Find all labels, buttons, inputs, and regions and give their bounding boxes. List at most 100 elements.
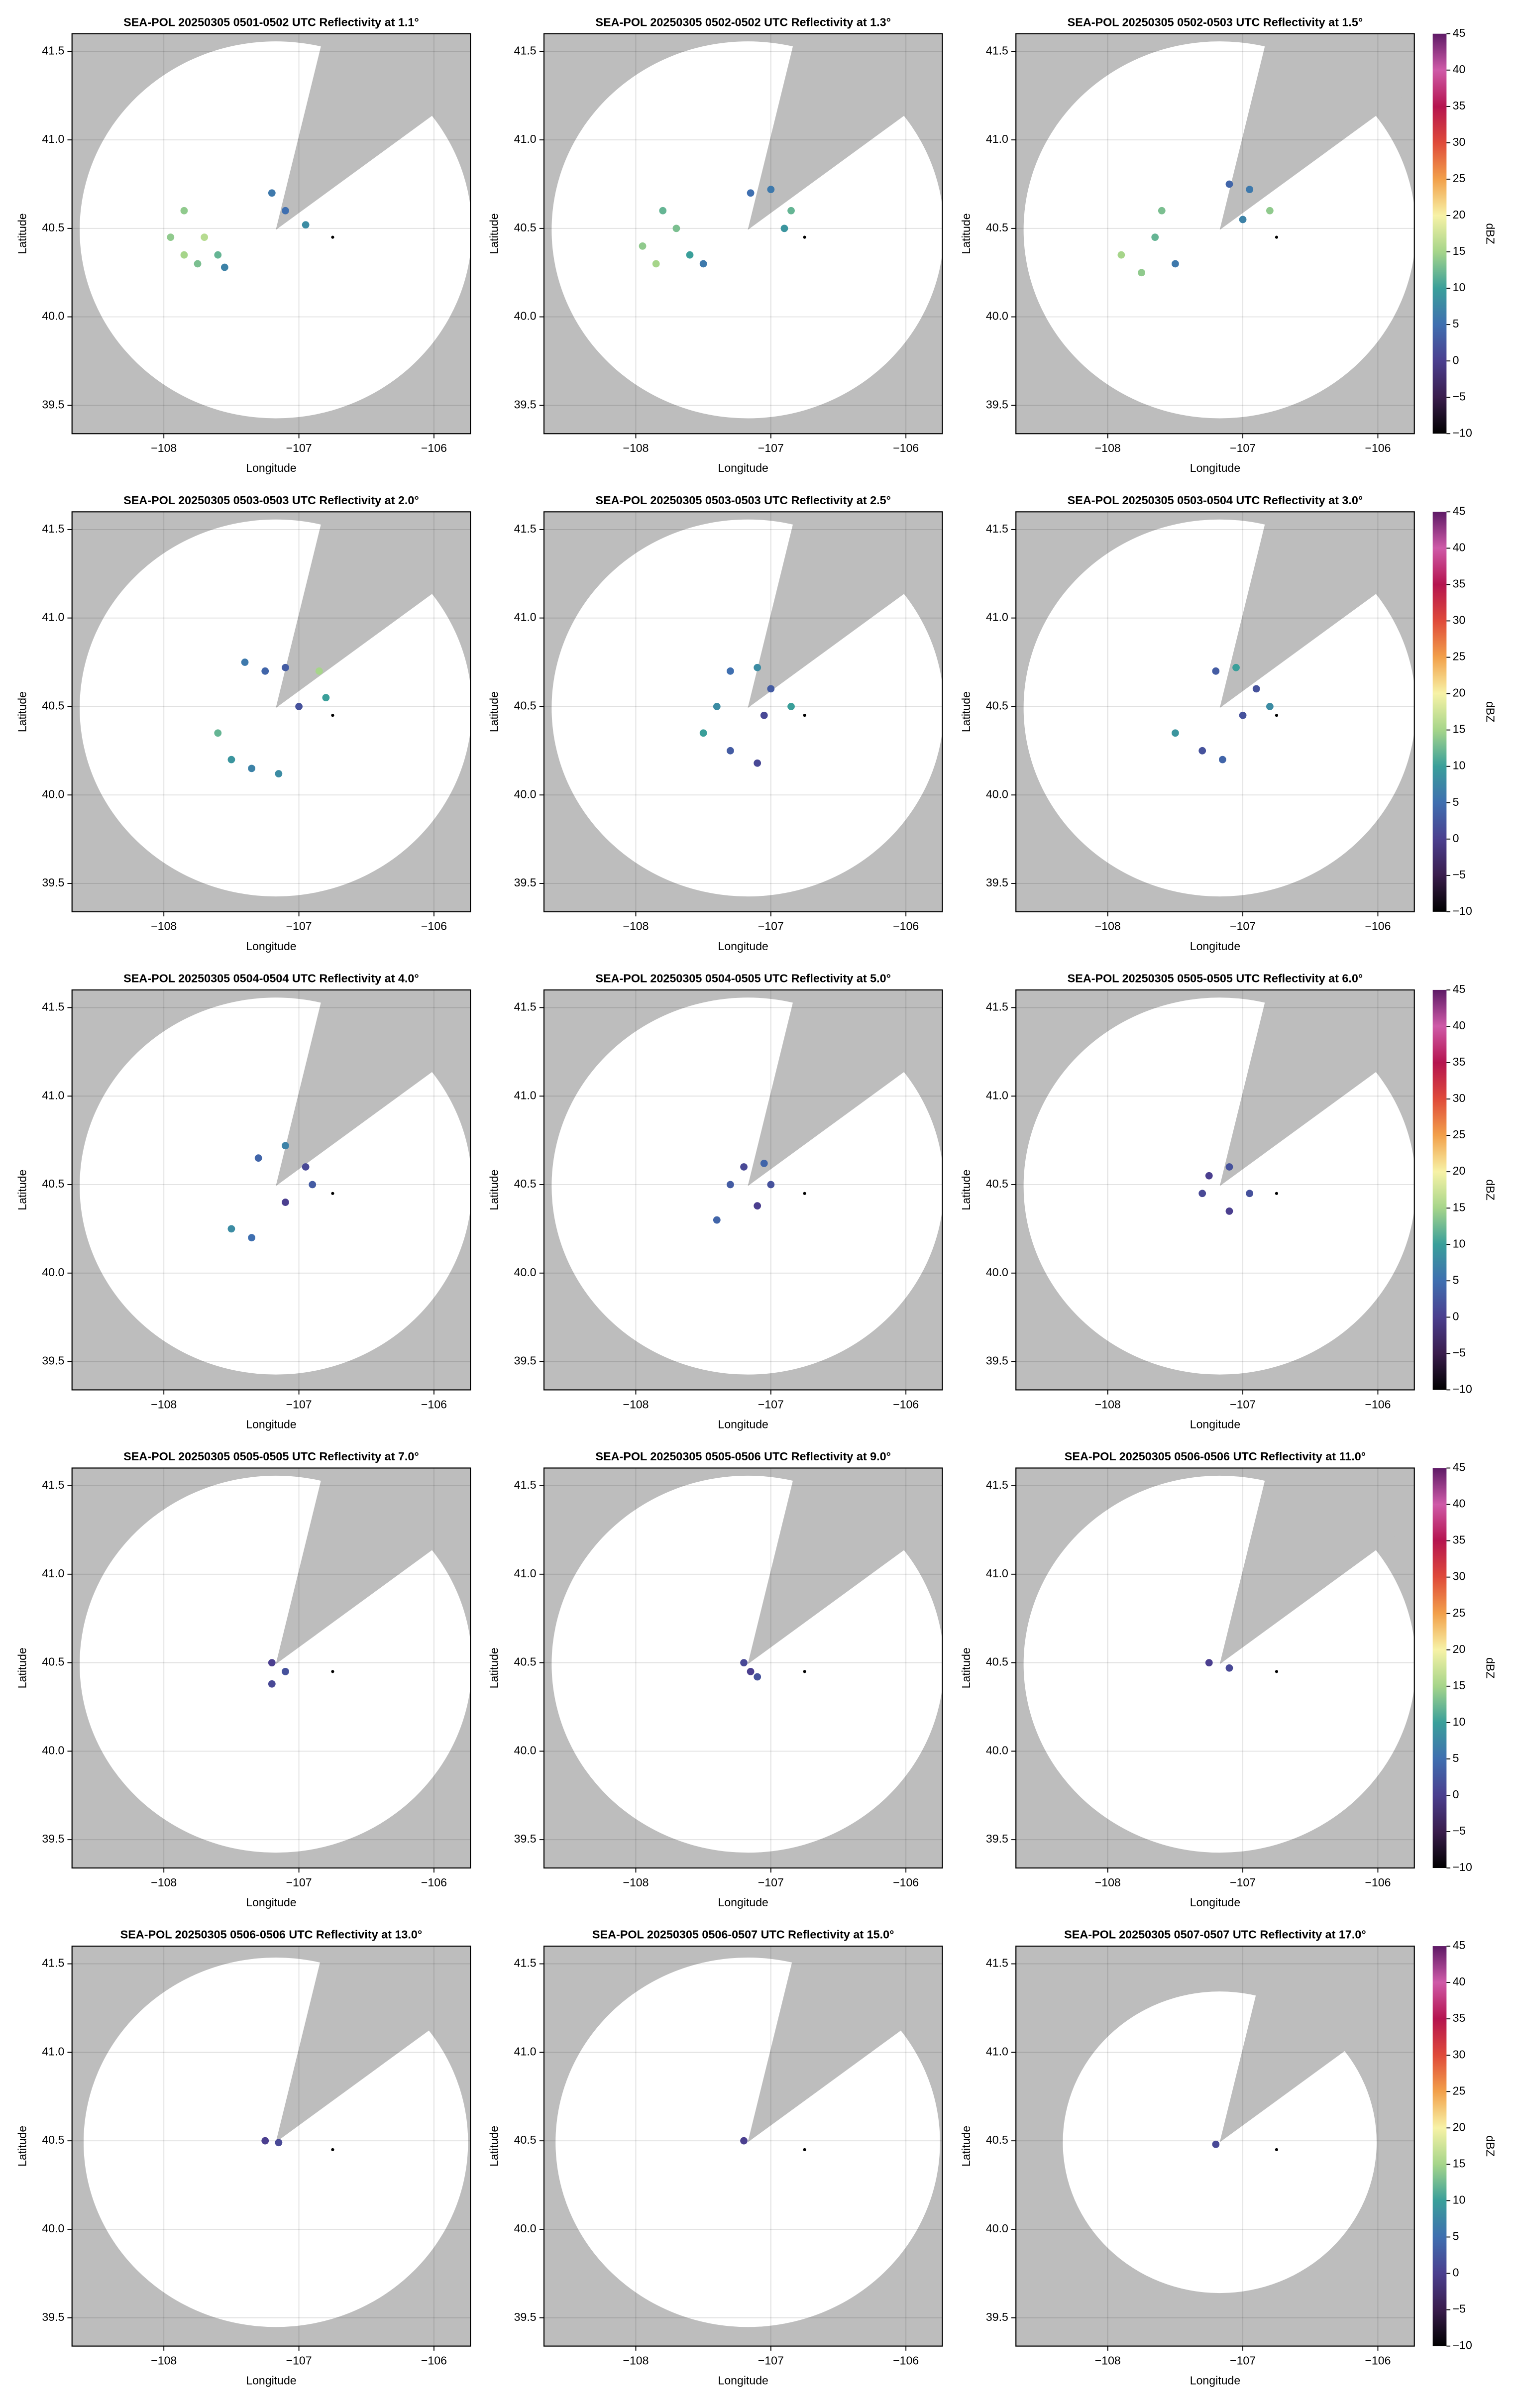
y-tick-label: 41.0 (42, 611, 64, 624)
y-tick-label: 41.5 (514, 1000, 537, 1013)
colorbar-tick-label: 15 (1453, 1201, 1466, 1213)
y-tick-label: 40.0 (986, 1266, 1008, 1279)
echo (754, 1202, 761, 1210)
echo (1212, 2140, 1220, 2148)
axes-frame (1015, 1467, 1415, 1869)
echo (1246, 1190, 1254, 1198)
chart-title: SEA-POL 20250305 0507-0507 UTC Reflectiv… (1064, 1928, 1366, 1941)
x-tick-label: −108 (1095, 441, 1121, 454)
plot-area (1016, 1468, 1414, 1868)
echo (747, 1667, 755, 1675)
axes-frame (71, 1945, 471, 2347)
colorbar-tick-label: 30 (1453, 135, 1466, 148)
echo (686, 251, 694, 259)
colorbar-label: dBZ (1484, 223, 1497, 244)
site-marker (1275, 1670, 1279, 1673)
x-axis-label: Longitude (246, 1896, 296, 1909)
echo (227, 756, 235, 764)
colorbar-tick-label: 30 (1453, 2048, 1466, 2061)
y-tick-label: 40.0 (42, 787, 64, 800)
y-tick-label: 39.5 (42, 1832, 64, 1845)
x-tick-label: −106 (893, 920, 919, 933)
y-tick-label: 40.5 (42, 2133, 64, 2146)
colorbar-tick-label: 40 (1453, 1975, 1466, 1988)
echo (1151, 233, 1159, 241)
y-tick-label: 39.5 (986, 2310, 1008, 2323)
x-tick-label: −106 (1365, 441, 1391, 454)
colorbar-tick-label: 5 (1453, 795, 1459, 808)
y-tick-label: 40.5 (986, 1177, 1008, 1190)
x-axis-label: Longitude (246, 1418, 296, 1430)
colorbar-tick-label: 40 (1453, 1019, 1466, 1032)
colorbar-tick-label: 25 (1453, 1128, 1466, 1141)
beam-blockage (1219, 989, 1414, 1186)
x-tick-label: −107 (758, 1398, 784, 1411)
chart-title: SEA-POL 20250305 0503-0503 UTC Reflectiv… (123, 494, 419, 507)
colorbar-label: dBZ (1484, 1657, 1497, 1678)
echo (1198, 1190, 1206, 1198)
colorbar-tick-label: 45 (1453, 504, 1466, 517)
y-tick-label: 41.0 (986, 132, 1008, 145)
y-tick-label: 41.0 (42, 1089, 64, 1101)
x-tick-label: −108 (151, 2354, 177, 2367)
colorbar-tick-label: 40 (1453, 63, 1466, 76)
echo (282, 1142, 289, 1150)
echo (180, 251, 188, 259)
echo (652, 260, 660, 268)
y-axis-label: Latitude (960, 2126, 973, 2167)
echo (740, 1659, 748, 1666)
x-tick-label: −108 (1095, 920, 1121, 933)
echo (1205, 1172, 1213, 1180)
x-tick-label: −107 (1230, 441, 1256, 454)
site-marker (803, 1192, 806, 1195)
x-axis-label: Longitude (1190, 940, 1240, 953)
colorbar-tick-label: −5 (1453, 1346, 1466, 1359)
site-marker (331, 714, 334, 717)
chart-title: SEA-POL 20250305 0505-0505 UTC Reflectiv… (123, 1450, 419, 1463)
echo (754, 1673, 761, 1681)
colorbar-tick-label: 30 (1453, 1570, 1466, 1583)
x-tick-label: −107 (758, 441, 784, 454)
colorbar-tick-label: 0 (1453, 2266, 1459, 2279)
y-tick-label: 41.0 (42, 132, 64, 145)
y-tick-label: 39.5 (514, 398, 537, 411)
axes-frame (543, 511, 943, 912)
plot-area (543, 1468, 943, 1868)
colorbar-tick-label: 35 (1453, 1533, 1466, 1546)
x-tick-label: −106 (421, 920, 447, 933)
y-axis-label: Latitude (15, 2126, 28, 2167)
y-tick-label: 40.0 (514, 787, 537, 800)
y-tick-label: 40.0 (986, 2222, 1008, 2235)
echo (1212, 667, 1220, 675)
site-marker (803, 714, 806, 717)
axes-frame (543, 1467, 943, 1869)
colorbar-tick-label: 0 (1453, 832, 1459, 845)
plot-area (543, 33, 943, 434)
beam-blockage (276, 1946, 471, 2143)
y-tick-label: 41.0 (986, 611, 1008, 624)
y-tick-label: 41.5 (514, 1478, 537, 1491)
plot-area (72, 1946, 471, 2346)
echo (254, 1154, 262, 1162)
chart-title: SEA-POL 20250305 0505-0505 UTC Reflectiv… (1068, 972, 1363, 985)
x-tick-label: −106 (421, 1876, 447, 1889)
echo (780, 224, 788, 232)
colorbar-tick-label: 10 (1453, 281, 1466, 294)
echo (1198, 747, 1206, 755)
echo (699, 260, 707, 268)
y-tick-label: 41.0 (514, 1567, 537, 1580)
site-marker (1275, 2148, 1279, 2152)
y-tick-label: 41.0 (514, 2045, 537, 2058)
colorbar-tick-label: 10 (1453, 2193, 1466, 2206)
x-axis-label: Longitude (1190, 1418, 1240, 1430)
colorbar-tick-label: 0 (1453, 1788, 1459, 1801)
y-tick-label: 40.0 (514, 310, 537, 323)
echo (713, 703, 721, 710)
axes-frame (71, 33, 471, 435)
echo (282, 1667, 289, 1675)
echo (787, 207, 795, 215)
echo (760, 711, 768, 719)
y-tick-label: 41.5 (514, 522, 537, 535)
y-tick-label: 41.5 (514, 44, 537, 57)
echo (1219, 756, 1226, 764)
